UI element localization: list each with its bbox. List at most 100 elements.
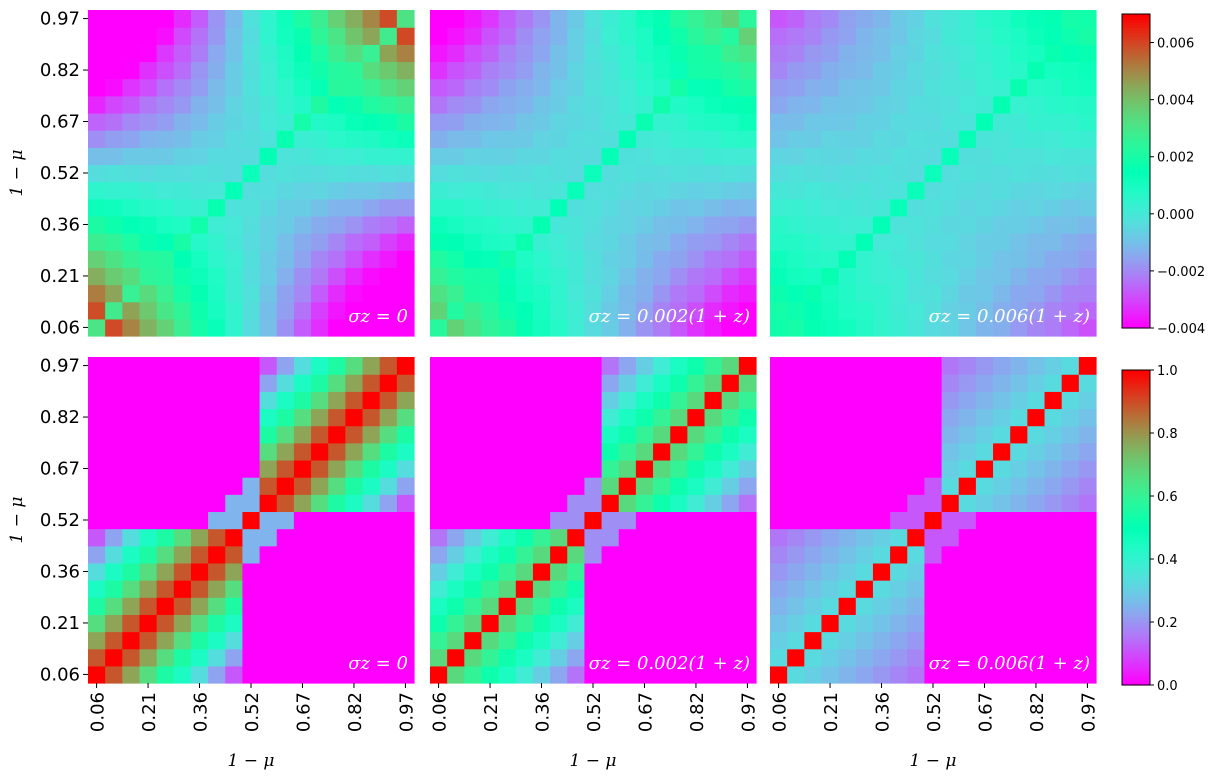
heatmap-cell xyxy=(122,614,141,633)
heatmap-cell xyxy=(601,301,620,320)
heatmap-cell xyxy=(447,130,465,148)
heatmap-cell xyxy=(770,545,788,564)
heatmap-cell xyxy=(105,147,123,166)
heatmap-cell xyxy=(139,391,158,410)
colorbar-strip xyxy=(1122,207,1150,211)
heatmap-cell xyxy=(924,648,943,667)
heatmap-cell xyxy=(890,130,908,148)
heatmap-cell xyxy=(1061,391,1080,410)
heatmap-cell xyxy=(704,61,723,80)
heatmap-cell xyxy=(447,597,465,615)
heatmap-cell xyxy=(804,181,823,200)
heatmap-cell xyxy=(122,580,141,598)
heatmap-cell xyxy=(105,357,123,375)
heatmap-cell xyxy=(190,562,209,581)
heatmap-cell xyxy=(1078,357,1097,375)
heatmap-cell xyxy=(924,301,943,320)
heatmap-cell xyxy=(208,112,226,131)
heatmap-cell xyxy=(958,614,977,633)
heatmap-cell xyxy=(653,44,671,63)
colorbar-strip xyxy=(1122,377,1150,382)
colorbar-tick-label: 0.0 xyxy=(1157,679,1178,694)
heatmap-cell xyxy=(890,301,908,320)
heatmap-cell xyxy=(311,27,329,45)
heatmap-cell xyxy=(396,27,415,45)
x-tick-label: 0.06 xyxy=(88,692,109,732)
colorbar-strip xyxy=(1122,440,1150,445)
heatmap-cell xyxy=(498,442,517,461)
heatmap-cell xyxy=(975,511,994,530)
heatmap-cell xyxy=(838,198,857,217)
colorbar-strip xyxy=(1122,566,1150,571)
heatmap-cell xyxy=(687,147,706,166)
heatmap-cell xyxy=(855,391,874,410)
heatmap-cell xyxy=(362,477,381,495)
heatmap-cell xyxy=(1010,631,1028,650)
heatmap-cell xyxy=(635,233,654,251)
heatmap-cell xyxy=(601,164,620,183)
heatmap-cell xyxy=(173,374,192,392)
heatmap-cell xyxy=(173,580,192,598)
heatmap-cell xyxy=(311,44,329,63)
heatmap-cell xyxy=(1044,614,1063,633)
heatmap-cell xyxy=(924,511,943,530)
heatmap-cell xyxy=(653,580,671,598)
heatmap-cell xyxy=(532,95,551,114)
heatmap-cell xyxy=(311,648,329,667)
heatmap-cell xyxy=(88,130,106,148)
heatmap-cell xyxy=(584,580,603,598)
heatmap-cell xyxy=(328,648,346,667)
heatmap-cell xyxy=(872,112,891,131)
heatmap-cell xyxy=(670,130,688,148)
heatmap-cell xyxy=(1061,181,1080,200)
heatmap-cell xyxy=(567,301,586,320)
heatmap-cell xyxy=(738,631,757,650)
heatmap-cell xyxy=(293,580,312,598)
heatmap-cell xyxy=(567,357,586,375)
heatmap-cell xyxy=(122,494,141,513)
heatmap-cell xyxy=(362,528,381,547)
heatmap-cell xyxy=(156,631,175,650)
y-tick-label: 0.52 xyxy=(40,510,80,531)
heatmap-cell xyxy=(362,78,381,97)
heatmap-cell xyxy=(293,528,312,547)
heatmap-cell xyxy=(1078,408,1097,427)
colorbar-strip xyxy=(1122,314,1150,319)
heatmap-cell xyxy=(721,44,740,63)
heatmap-cell xyxy=(122,374,141,392)
heatmap-cell xyxy=(259,562,278,581)
heatmap-cell xyxy=(105,545,123,564)
heatmap-cell xyxy=(1010,78,1028,97)
heatmap-cell xyxy=(190,147,209,166)
heatmap-cell xyxy=(464,112,483,131)
heatmap-cell xyxy=(855,614,874,633)
heatmap-cell xyxy=(430,562,448,581)
colorbar-strip xyxy=(1122,517,1150,521)
heatmap-cell xyxy=(941,528,960,547)
heatmap-cell xyxy=(105,459,123,478)
heatmap-cell xyxy=(105,665,123,684)
heatmap-cell xyxy=(975,614,994,633)
heatmap-cell xyxy=(105,164,123,183)
heatmap-cell xyxy=(687,425,706,444)
heatmap-cell xyxy=(1061,477,1080,495)
heatmap-cell xyxy=(396,78,415,97)
heatmap-cell xyxy=(276,477,295,495)
heatmap-cell xyxy=(821,580,840,598)
heatmap-cell xyxy=(1078,181,1097,200)
heatmap-cell xyxy=(787,597,805,615)
heatmap-cell xyxy=(941,597,960,615)
heatmap-cell xyxy=(345,374,364,392)
heatmap-cell xyxy=(1078,301,1097,320)
heatmap-cell xyxy=(821,284,840,303)
heatmap-cell xyxy=(924,545,943,564)
heatmap-cell xyxy=(225,665,244,684)
heatmap-cell xyxy=(515,580,534,598)
heatmap-cell xyxy=(653,130,671,148)
heatmap-cell xyxy=(890,631,908,650)
heatmap-cell xyxy=(225,44,244,63)
heatmap-cell xyxy=(721,301,740,320)
heatmap-cell xyxy=(345,528,364,547)
heatmap-cell xyxy=(907,61,926,80)
heatmap-cell xyxy=(975,545,994,564)
